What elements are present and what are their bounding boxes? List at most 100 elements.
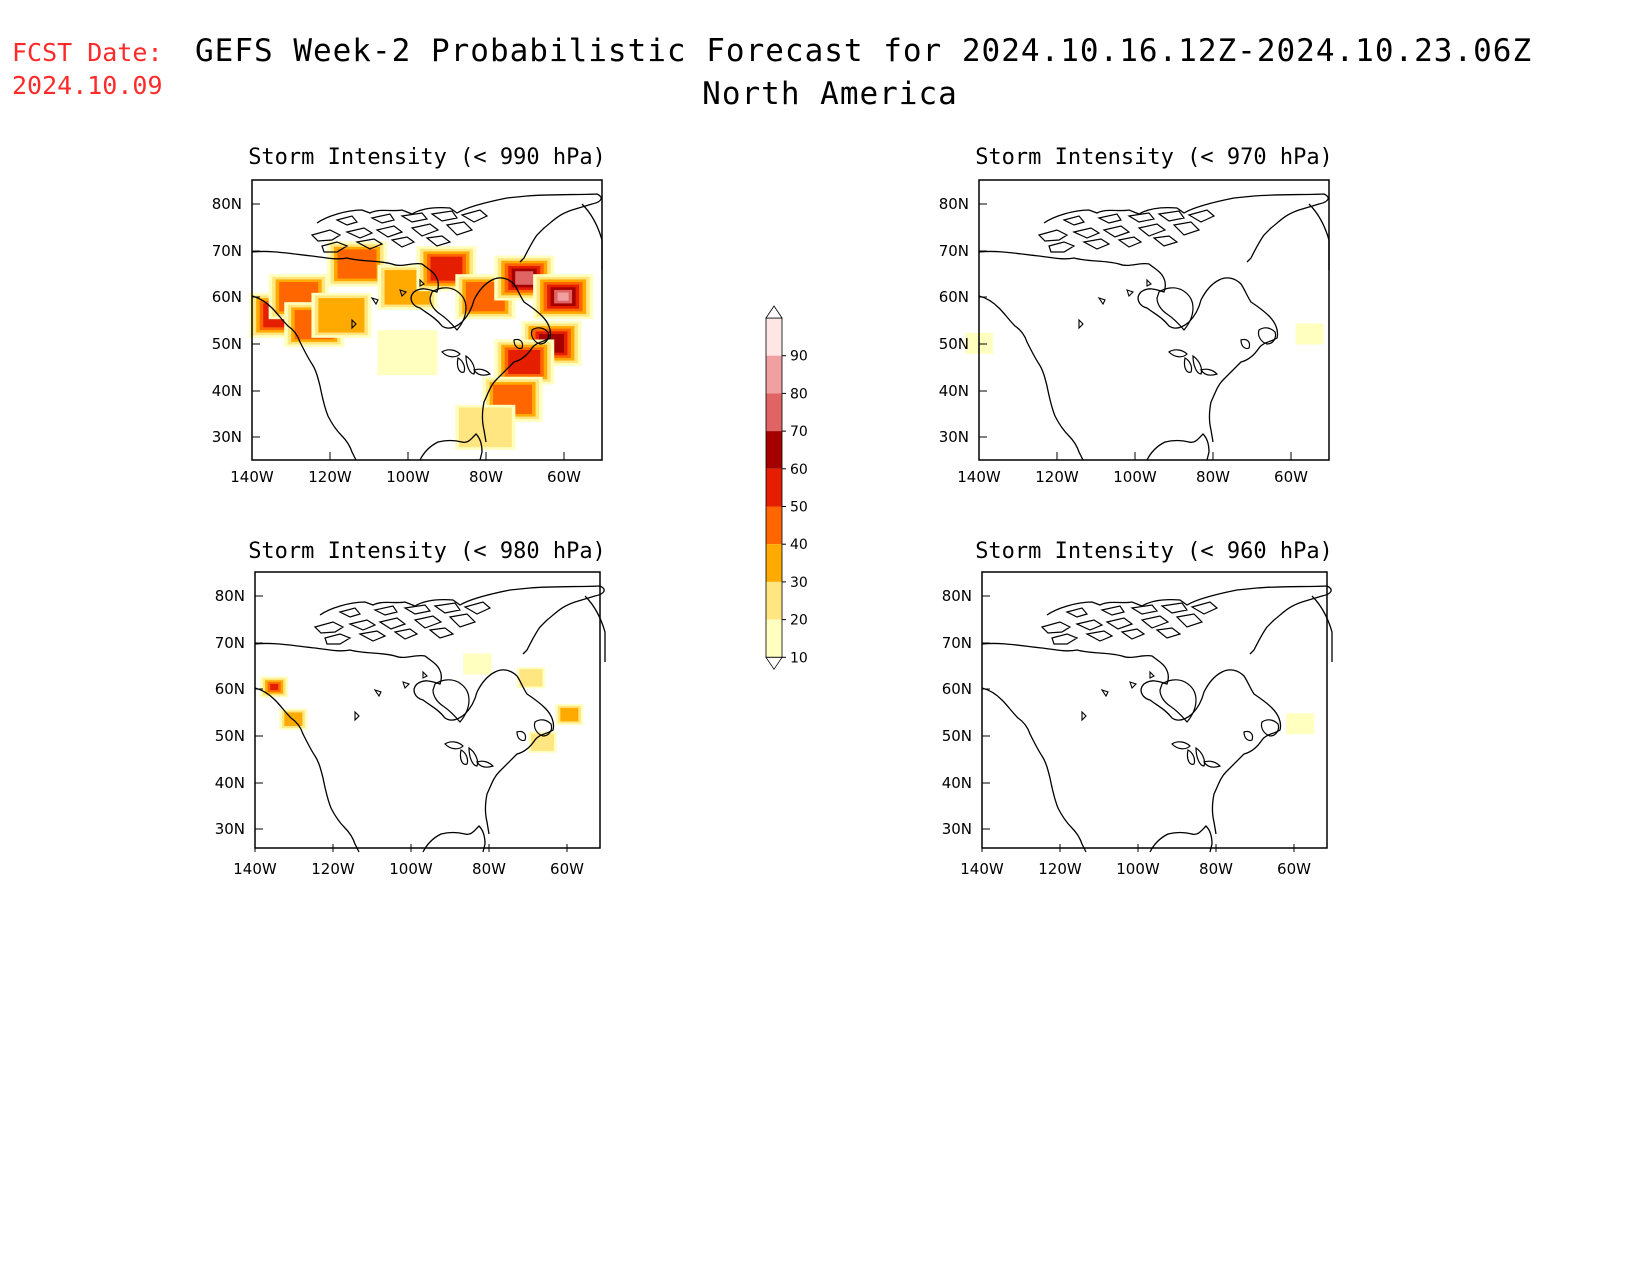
probability-cell — [508, 350, 541, 374]
lon-tick-label: 60W — [547, 468, 581, 486]
lat-tick-label: 50N — [215, 727, 245, 745]
lat-tick-label: 30N — [215, 820, 245, 838]
lon-tick-label: 120W — [311, 860, 355, 878]
panel-storm-970: Storm Intensity (< 970 hPa) 140W 120W 100W… — [939, 145, 1333, 486]
probability-cell — [557, 292, 569, 301]
probability-cell — [337, 249, 377, 279]
lat-tick-label: 30N — [942, 820, 972, 838]
figure-title: GEFS Week-2 Probabilistic Forecast for 2… — [195, 30, 1533, 116]
colorbar-tip-top — [765, 305, 783, 319]
axis-ticks-990: 140W 120W 100W 80W 60W 80N 70N 60N 50N 40N 30N — [212, 195, 581, 486]
probability-cell — [377, 330, 438, 376]
colorbar-tick-label: 70 — [790, 424, 808, 440]
main-title: GEFS Week-2 Probabilistic Forecast for 2… — [195, 33, 1533, 69]
lat-tick-label: 50N — [212, 335, 242, 353]
coastline-970 — [978, 193, 1330, 461]
lat-tick-label: 80N — [215, 587, 245, 605]
lat-tick-label: 60N — [942, 680, 972, 698]
lat-tick-label: 30N — [212, 428, 242, 446]
colorbar-tip-bottom — [765, 656, 783, 671]
probability-cell — [515, 271, 534, 285]
axis-ticks-960: 140W 120W 100W 80W 60W 80N 70N 60N 50N 40N 30N — [942, 587, 1311, 878]
lat-tick-label: 60N — [215, 680, 245, 698]
lon-tick-label: 120W — [1038, 860, 1082, 878]
coastline-960 — [981, 585, 1333, 853]
panel-title-990: Storm Intensity (< 990 hPa) — [248, 145, 606, 170]
colorbar-segment — [766, 355, 782, 394]
probability-cell — [1295, 323, 1324, 345]
lat-tick-label: 70N — [215, 634, 245, 652]
lat-tick-label: 50N — [939, 335, 969, 353]
probability-cell — [318, 298, 365, 333]
colorbar-segment — [766, 468, 782, 507]
panel-title-980: Storm Intensity (< 980 hPa) — [248, 539, 606, 564]
panel-title-970: Storm Intensity (< 970 hPa) — [975, 145, 1333, 170]
colorbar-tick-label: 40 — [790, 537, 808, 553]
lon-tick-label: 140W — [233, 860, 277, 878]
probability-field-980 — [260, 653, 584, 753]
lat-tick-label: 60N — [212, 288, 242, 306]
colorbar-tick-label: 30 — [790, 575, 808, 591]
colorbar-segment — [766, 393, 782, 432]
forecast-date-label: FCST Date: — [12, 38, 163, 67]
colorbar-tick-label: 20 — [790, 613, 808, 629]
lat-tick-label: 70N — [212, 242, 242, 260]
lon-tick-label: 100W — [389, 860, 433, 878]
lon-tick-label: 80W — [469, 468, 503, 486]
lon-tick-label: 80W — [1199, 860, 1233, 878]
lat-tick-label: 80N — [939, 195, 969, 213]
colorbar-segment — [766, 619, 782, 658]
panel-storm-990: Storm Intensity (< 990 hPa) 140W 120W 100W… — [212, 145, 606, 486]
probability-cell — [463, 653, 492, 675]
map-frame-970 — [978, 179, 1330, 461]
lon-tick-label: 140W — [960, 860, 1004, 878]
probability-cell — [519, 669, 543, 687]
lon-tick-label: 60W — [550, 860, 584, 878]
map-frame-990 — [251, 179, 603, 461]
panel-storm-980: Storm Intensity (< 980 hPa) 140W 120W 100W… — [215, 539, 606, 878]
lat-tick-label: 40N — [212, 382, 242, 400]
lon-tick-label: 140W — [957, 468, 1001, 486]
colorbar-segment — [766, 544, 782, 582]
axis-ticks-970: 140W 120W 100W 80W 60W 80N 70N 60N 50N 40N 30N — [939, 195, 1308, 486]
probability-field-990 — [249, 241, 594, 450]
lon-tick-label: 100W — [386, 468, 430, 486]
lon-tick-label: 120W — [1035, 468, 1079, 486]
lat-tick-label: 40N — [939, 382, 969, 400]
probability-field-960 — [1286, 713, 1315, 735]
colorbar-tick-label: 60 — [790, 462, 808, 478]
lon-tick-label: 80W — [472, 860, 506, 878]
colorbar-tick-label: 80 — [790, 386, 808, 402]
axis-ticks-980: 140W 120W 100W 80W 60W 80N 70N 60N 50N 40N 30N — [215, 587, 584, 878]
probability-cell — [1286, 713, 1315, 735]
probability-field-970 — [965, 323, 1324, 354]
lat-tick-label: 80N — [942, 587, 972, 605]
lon-tick-label: 140W — [230, 468, 274, 486]
colorbar: 90 80 70 60 50 40 30 20 10 — [765, 305, 808, 671]
lon-tick-label: 60W — [1274, 468, 1308, 486]
panel-storm-960: Storm Intensity (< 960 hPa) 140W 120W 100W… — [942, 539, 1333, 878]
lat-tick-label: 50N — [942, 727, 972, 745]
lat-tick-label: 70N — [942, 634, 972, 652]
map-frame-980 — [254, 571, 601, 849]
colorbar-segment — [766, 318, 782, 356]
forecast-date: FCST Date: 2024.10.09 — [12, 36, 163, 102]
lat-tick-label: 60N — [939, 288, 969, 306]
lon-tick-label: 100W — [1113, 468, 1157, 486]
lon-tick-label: 100W — [1116, 860, 1160, 878]
forecast-date-value: 2024.10.09 — [12, 71, 163, 100]
lat-tick-label: 40N — [942, 774, 972, 792]
panel-title-960: Storm Intensity (< 960 hPa) — [975, 539, 1333, 564]
lon-tick-label: 80W — [1196, 468, 1230, 486]
lat-tick-label: 30N — [939, 428, 969, 446]
map-frame-960 — [981, 571, 1328, 849]
probability-cell — [270, 684, 279, 690]
colorbar-tick-label: 10 — [790, 650, 808, 666]
colorbar-segment — [766, 581, 782, 620]
coastline-980 — [254, 585, 606, 853]
lon-tick-label: 120W — [308, 468, 352, 486]
colorbar-segment — [766, 431, 782, 469]
lon-tick-label: 60W — [1277, 860, 1311, 878]
probability-cell — [560, 707, 579, 722]
